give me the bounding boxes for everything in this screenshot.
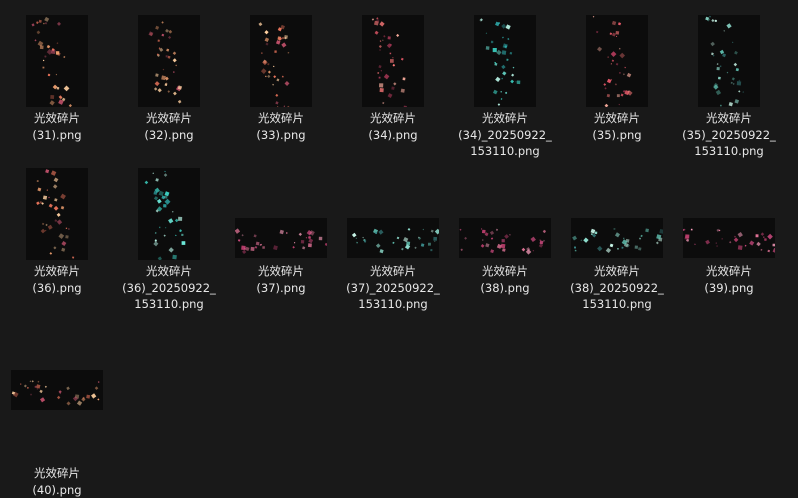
file-name-line1: 光效碎片: [258, 111, 304, 125]
file-name-line1: 光效碎片: [594, 111, 640, 125]
file-name-rest: (37)_20250922_ 153110.png: [346, 280, 440, 312]
file-name-rest: (38)_20250922_ 153110.png: [570, 280, 664, 312]
file-name-label: 光效碎片 (35)_20250922_ 153110.png: [673, 110, 785, 160]
file-item[interactable]: 光效碎片 (39).png: [673, 166, 785, 296]
file-name-label: 光效碎片 (39).png: [673, 263, 785, 296]
image-thumbnail-icon: [698, 15, 760, 107]
file-name-rest: (39).png: [704, 280, 754, 295]
image-thumbnail-icon: [683, 218, 775, 258]
file-name-label: 光效碎片 (32).png: [113, 110, 225, 143]
file-name-rest: (37).png: [256, 280, 306, 295]
file-name-line1: 光效碎片: [706, 264, 752, 278]
file-item[interactable]: 光效碎片 (32).png: [113, 13, 225, 143]
file-name-line1: 光效碎片: [34, 466, 80, 480]
file-name-rest: (34).png: [368, 127, 418, 142]
file-name-rest: (34)_20250922_ 153110.png: [458, 127, 552, 159]
image-thumbnail-icon: [347, 218, 439, 258]
file-item[interactable]: 光效碎片 (34).png: [337, 13, 449, 143]
file-name-line1: 光效碎片: [594, 264, 640, 278]
file-name-line1: 光效碎片: [146, 264, 192, 278]
file-name-line1: 光效碎片: [146, 111, 192, 125]
file-name-rest: (40).png: [32, 482, 82, 497]
file-item[interactable]: 光效碎片 (38)_20250922_ 153110.png: [561, 166, 673, 313]
file-name-rest: (36)_20250922_ 153110.png: [122, 280, 216, 312]
file-name-rest: (35).png: [592, 127, 642, 142]
file-name-rest: (33).png: [256, 127, 306, 142]
file-name-line1: 光效碎片: [34, 264, 80, 278]
file-name-label: 光效碎片 (38)_20250922_ 153110.png: [561, 263, 673, 313]
image-thumbnail-icon: [586, 15, 648, 107]
file-name-line1: 光效碎片: [370, 111, 416, 125]
file-item[interactable]: 光效碎片 (31).png: [1, 13, 113, 143]
file-name-label: 光效碎片 (37).png: [225, 263, 337, 296]
image-thumbnail-icon: [362, 15, 424, 107]
file-name-label: 光效碎片 (33).png: [225, 110, 337, 143]
file-item[interactable]: 光效碎片 (35).png: [561, 13, 673, 143]
file-name-line1: 光效碎片: [706, 111, 752, 125]
file-item[interactable]: 光效碎片 (34)_20250922_ 153110.png: [449, 13, 561, 160]
file-name-rest: (35)_20250922_ 153110.png: [682, 127, 776, 159]
file-name-line1: 光效碎片: [258, 264, 304, 278]
image-thumbnail-icon: [459, 218, 551, 258]
file-name-label: 光效碎片 (36).png: [1, 263, 113, 296]
image-thumbnail-icon: [571, 218, 663, 258]
file-name-label: 光效碎片 (38).png: [449, 263, 561, 296]
file-name-line1: 光效碎片: [482, 264, 528, 278]
image-thumbnail-icon: [250, 15, 312, 107]
file-name-rest: (38).png: [480, 280, 530, 295]
image-thumbnail-icon: [11, 370, 103, 410]
file-item[interactable]: 光效碎片 (36).png: [1, 166, 113, 296]
file-name-label: 光效碎片 (35).png: [561, 110, 673, 143]
file-item[interactable]: 光效碎片 (35)_20250922_ 153110.png: [673, 13, 785, 160]
file-name-rest: (31).png: [32, 127, 82, 142]
image-thumbnail-icon: [26, 15, 88, 107]
file-name-line1: 光效碎片: [34, 111, 80, 125]
image-thumbnail-icon: [26, 168, 88, 260]
file-name-rest: (32).png: [144, 127, 194, 142]
file-name-line1: 光效碎片: [482, 111, 528, 125]
file-name-label: 光效碎片 (40).png: [1, 465, 113, 498]
file-name-label: 光效碎片 (36)_20250922_ 153110.png: [113, 263, 225, 313]
file-item[interactable]: 光效碎片 (37)_20250922_ 153110.png: [337, 166, 449, 313]
file-name-line1: 光效碎片: [370, 264, 416, 278]
file-name-label: 光效碎片 (37)_20250922_ 153110.png: [337, 263, 449, 313]
file-item[interactable]: 光效碎片 (33).png: [225, 13, 337, 143]
file-item[interactable]: 光效碎片 (40).png: [1, 368, 113, 498]
file-item[interactable]: 光效碎片 (36)_20250922_ 153110.png: [113, 166, 225, 313]
file-name-label: 光效碎片 (34).png: [337, 110, 449, 143]
file-name-label: 光效碎片 (31).png: [1, 110, 113, 143]
file-name-label: 光效碎片 (34)_20250922_ 153110.png: [449, 110, 561, 160]
file-item[interactable]: 光效碎片 (38).png: [449, 166, 561, 296]
image-thumbnail-icon: [138, 168, 200, 260]
image-thumbnail-icon: [138, 15, 200, 107]
file-item[interactable]: 光效碎片 (37).png: [225, 166, 337, 296]
image-thumbnail-icon: [235, 218, 327, 258]
image-thumbnail-icon: [474, 15, 536, 107]
file-name-rest: (36).png: [32, 280, 82, 295]
file-grid: 光效碎片 (31).png 光效碎片 (32).png 光效碎片 (33).png 光…: [1, 13, 785, 497]
